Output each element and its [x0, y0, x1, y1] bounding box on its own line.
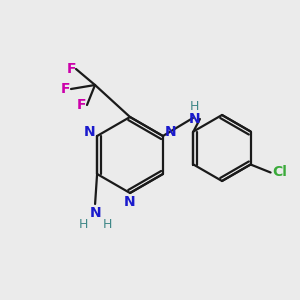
- Text: Cl: Cl: [272, 166, 287, 179]
- Text: H: H: [102, 218, 112, 230]
- Text: F: F: [66, 62, 76, 76]
- Text: N: N: [124, 195, 136, 209]
- Text: H: H: [78, 218, 88, 230]
- Text: H: H: [190, 100, 200, 113]
- Text: N: N: [189, 112, 201, 126]
- Text: N: N: [83, 124, 95, 139]
- Text: N: N: [89, 206, 101, 220]
- Text: F: F: [77, 98, 87, 112]
- Text: F: F: [61, 82, 71, 96]
- Text: N: N: [165, 124, 176, 139]
